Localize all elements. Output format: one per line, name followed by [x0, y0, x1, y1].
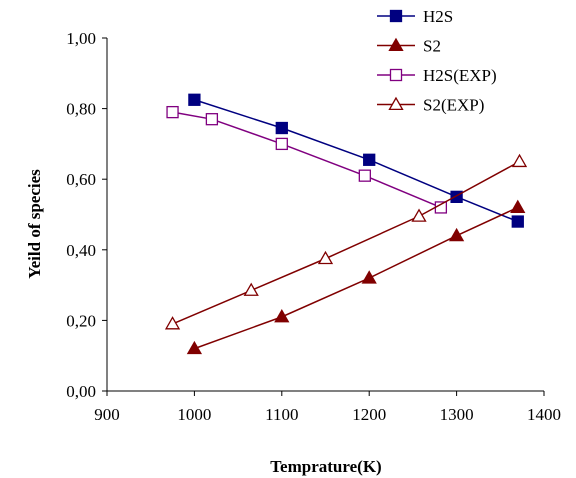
data-point: [243, 282, 259, 296]
series-s2-exp-: [164, 153, 528, 330]
data-point: [363, 153, 376, 166]
data-point: [358, 169, 371, 182]
data-point: [511, 153, 528, 168]
data-point: [164, 316, 181, 330]
legend-marker: [389, 9, 403, 23]
x-axis-title: Temprature(K): [270, 457, 381, 476]
data-point: [448, 227, 465, 242]
data-point: [274, 309, 290, 323]
legend-item: H2S: [377, 7, 453, 26]
series-s2: [186, 199, 526, 355]
y-tick-label: 0,00: [66, 382, 96, 401]
plot-area: [164, 93, 528, 355]
data-point: [361, 270, 377, 284]
data-point: [317, 250, 334, 265]
x-tick-label: 1400: [527, 405, 561, 424]
y-axis-title: Yeild of species: [25, 169, 44, 279]
data-point: [511, 215, 524, 228]
y-tick-label: 0,60: [66, 170, 96, 189]
legend-label: S2: [423, 37, 441, 56]
y-tick-label: 1,00: [66, 29, 96, 48]
data-point: [188, 93, 201, 106]
y-tick-label: 0,20: [66, 311, 96, 330]
legend-label: H2S(EXP): [423, 66, 497, 85]
series-h2s-exp-: [166, 105, 448, 214]
series-line: [194, 99, 519, 223]
legend-label: H2S: [423, 7, 453, 26]
legend-item: S2: [377, 37, 441, 56]
series-h2s: [188, 93, 524, 228]
legend: H2S S2 H2S(EXP) S2(EXP): [377, 7, 497, 115]
data-point: [450, 190, 463, 204]
series-line: [172, 160, 520, 325]
x-tick-label: 900: [94, 405, 120, 424]
data-point: [205, 113, 219, 126]
legend-label: S2(EXP): [423, 96, 484, 115]
data-point: [275, 121, 288, 135]
y-tick-label: 0,40: [66, 241, 96, 260]
data-point: [411, 208, 427, 222]
legend-item: S2(EXP): [377, 96, 484, 115]
legend-marker: [388, 96, 404, 111]
series-line: [194, 206, 519, 350]
legend-marker: [388, 37, 404, 52]
data-point: [275, 137, 288, 151]
y-tick-label: 0,80: [66, 100, 96, 119]
data-point: [510, 199, 526, 213]
data-point: [166, 105, 179, 119]
x-tick-label: 1300: [440, 405, 474, 424]
axes: 0,00 0,20 0,40 0,60 0,80 1,00 900 1000 1100 1200 1…: [66, 29, 561, 424]
x-tick-label: 1200: [352, 405, 386, 424]
series-line: [172, 111, 442, 209]
legend-item: H2S(EXP): [377, 66, 497, 85]
x-tick-label: 1000: [177, 405, 211, 424]
x-tick-label: 1100: [265, 405, 298, 424]
data-point: [186, 340, 203, 355]
legend-marker: [389, 68, 403, 82]
